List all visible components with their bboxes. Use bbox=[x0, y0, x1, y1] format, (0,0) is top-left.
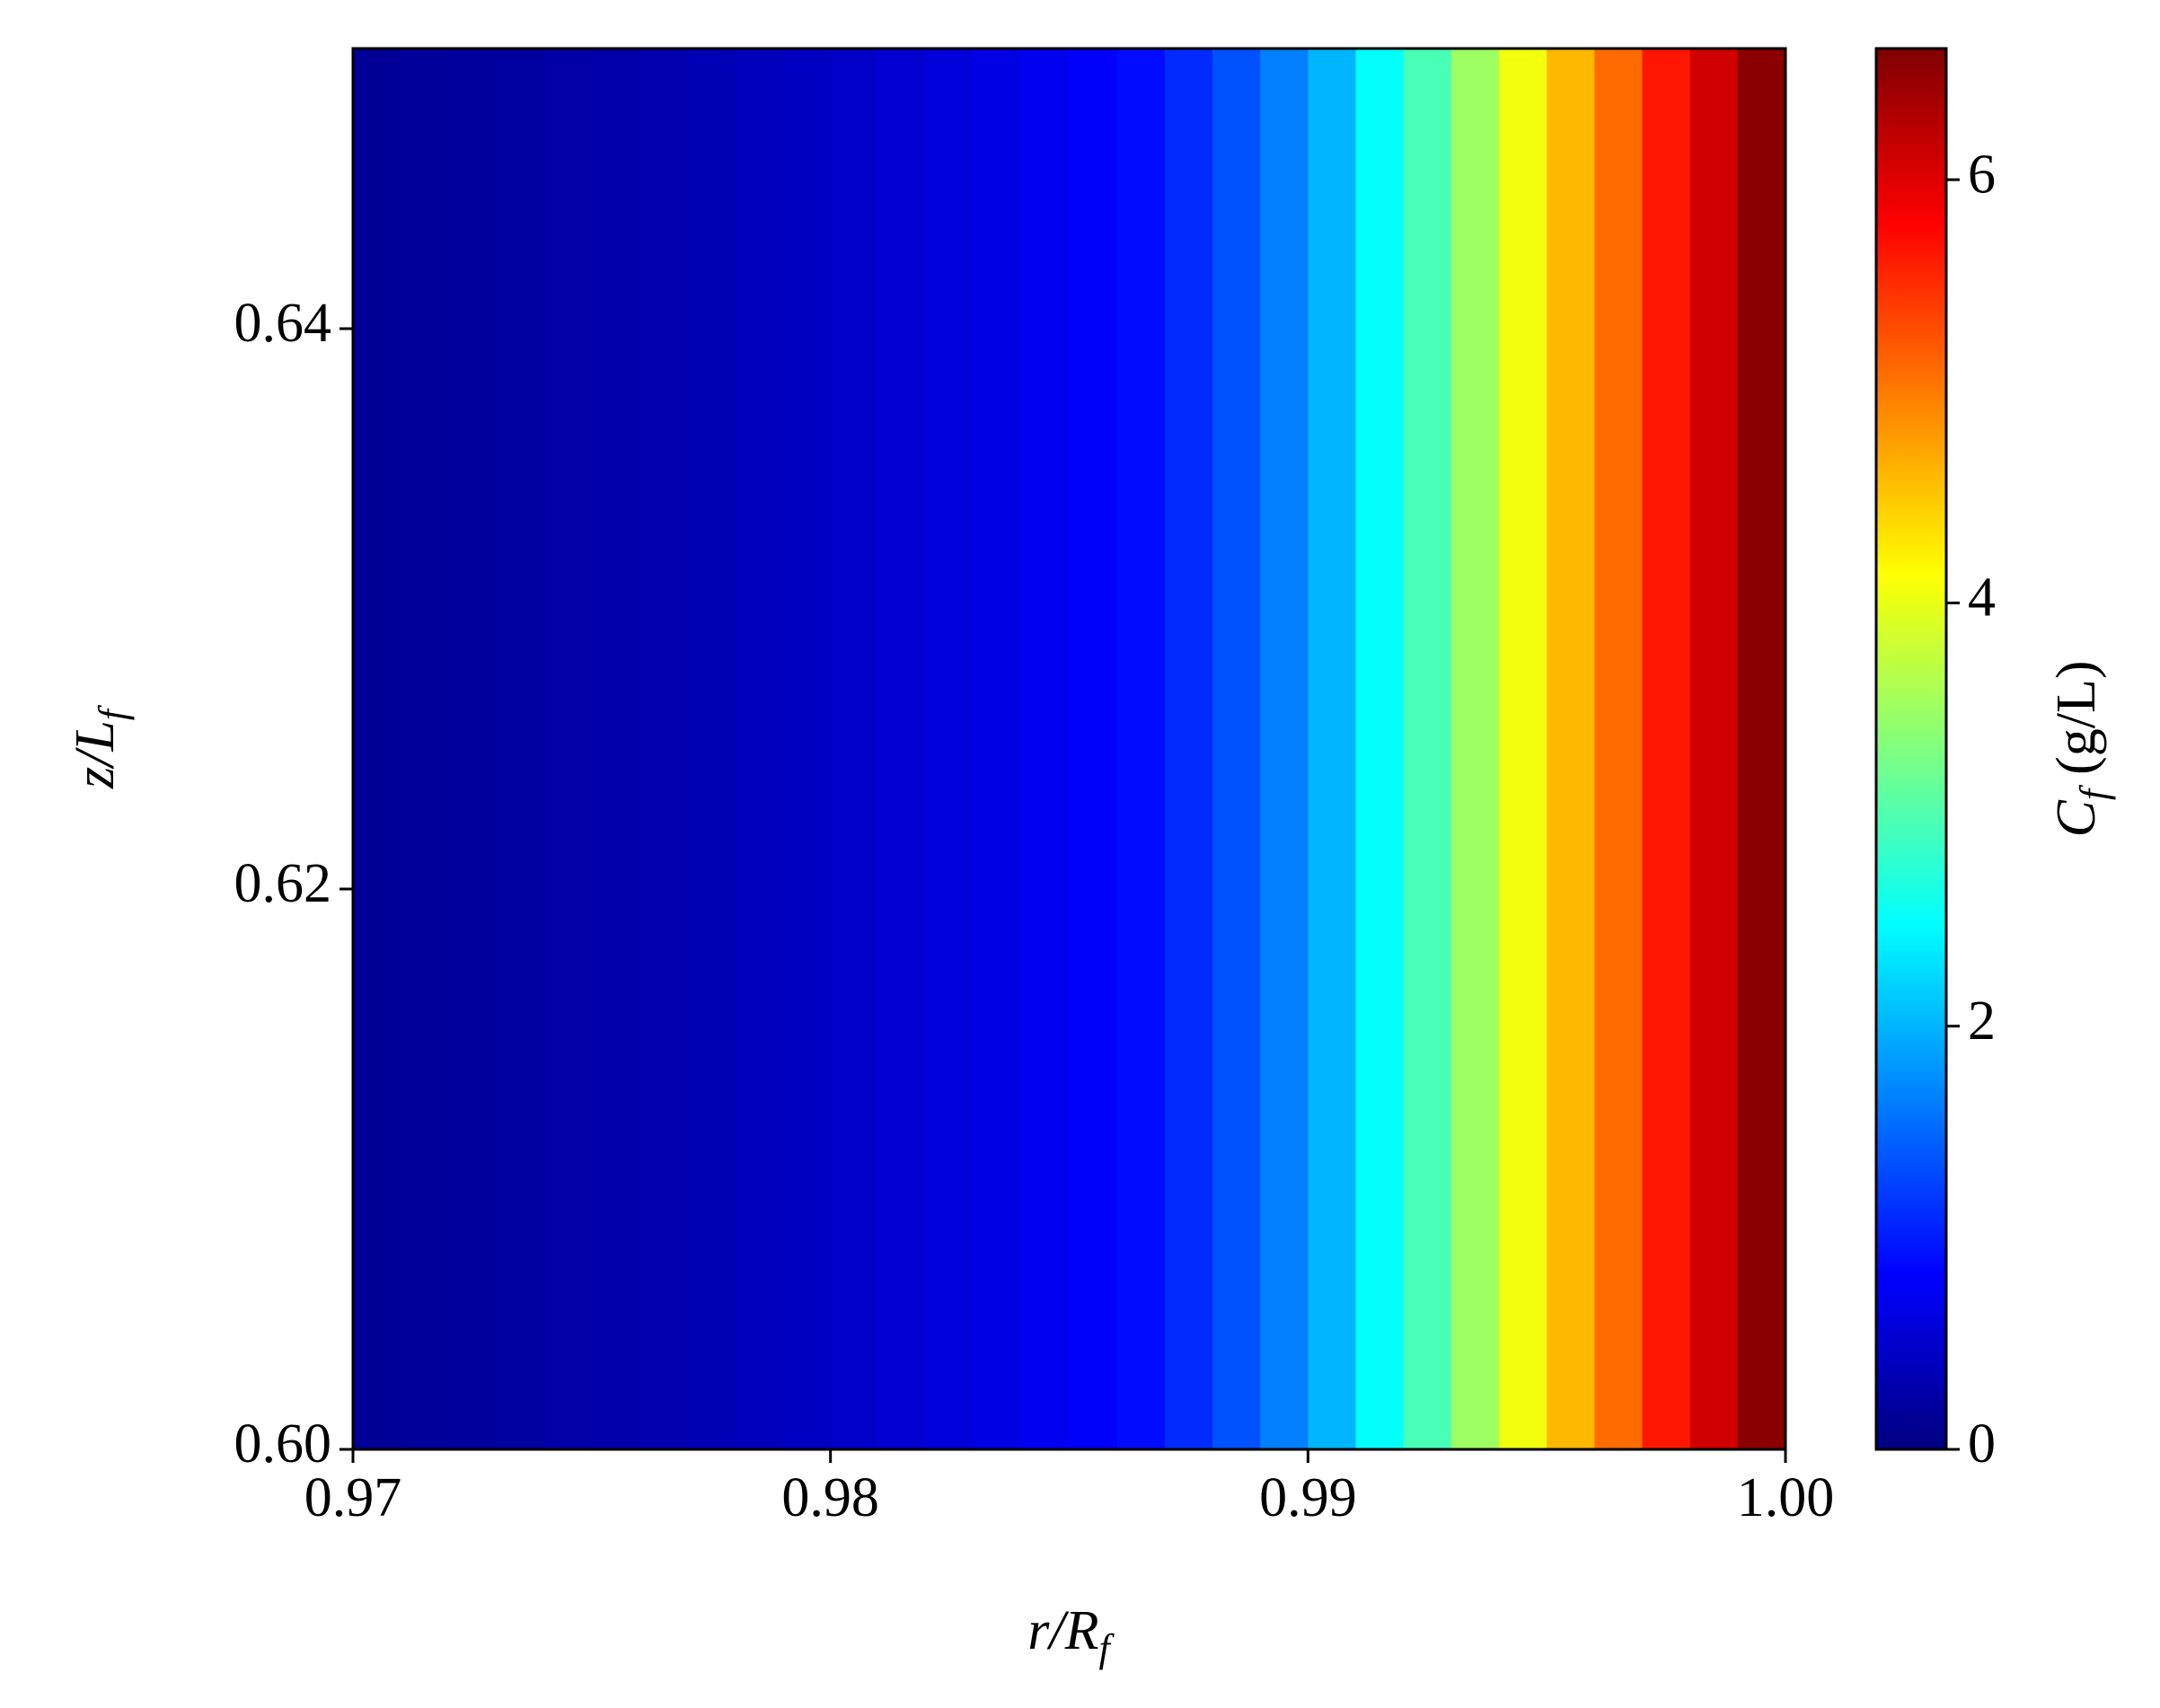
x-tick-label: 0.98 bbox=[781, 1467, 879, 1528]
heatmap-cell bbox=[1499, 48, 1547, 1449]
heatmap-cell bbox=[1021, 48, 1071, 1449]
x-tick-label: 0.99 bbox=[1259, 1467, 1357, 1528]
heatmap-cell bbox=[1308, 48, 1357, 1449]
heatmap-cell bbox=[1212, 48, 1261, 1449]
x-axis-label: r/Rf bbox=[1027, 1600, 1115, 1670]
heatmap-cell bbox=[496, 48, 545, 1449]
colorbar-label: Cf(g/L) bbox=[2046, 661, 2116, 838]
heatmap bbox=[353, 48, 1786, 1449]
plot-frame bbox=[351, 47, 1787, 1451]
heatmap-cell bbox=[974, 48, 1023, 1449]
heatmap-cell bbox=[687, 48, 736, 1449]
heatmap-cell bbox=[1355, 48, 1405, 1449]
heatmap-cell bbox=[1069, 48, 1118, 1449]
heatmap-cell bbox=[877, 48, 927, 1449]
y-tick-label: 0.60 bbox=[234, 1413, 332, 1475]
colorbar bbox=[1876, 48, 1946, 1449]
y-tick-label: 0.62 bbox=[234, 853, 332, 914]
heatmap-cell bbox=[401, 48, 450, 1449]
heatmap-cell bbox=[639, 48, 688, 1449]
colorbar-tick-label: 4 bbox=[1968, 568, 1996, 629]
heatmap-cell bbox=[1116, 48, 1166, 1449]
heatmap-cell bbox=[448, 48, 498, 1449]
heatmap-cell bbox=[830, 48, 879, 1449]
colorbar-tick-label: 2 bbox=[1968, 990, 1996, 1052]
heatmap-cell bbox=[1594, 48, 1644, 1449]
heatmap-cell bbox=[1450, 48, 1500, 1449]
colorbar-tick-label: 6 bbox=[1968, 144, 1996, 205]
x-tick-label: 0.97 bbox=[304, 1467, 402, 1528]
colorbar-tick-label: 0 bbox=[1968, 1413, 1996, 1475]
heatmap-cell bbox=[926, 48, 974, 1449]
y-tick-label: 0.64 bbox=[234, 293, 332, 354]
heatmap-cell bbox=[591, 48, 640, 1449]
heatmap-cell bbox=[1642, 48, 1691, 1449]
heatmap-cell bbox=[353, 48, 401, 1449]
heatmap-cell bbox=[1737, 48, 1786, 1449]
heatmap-cell bbox=[1689, 48, 1739, 1449]
colorbar-frame bbox=[1874, 47, 1948, 1451]
heatmap-cell bbox=[1164, 48, 1213, 1449]
heatmap-cell bbox=[782, 48, 832, 1449]
heatmap-cell bbox=[1260, 48, 1309, 1449]
heatmap-cell bbox=[735, 48, 784, 1449]
y-axis-label: z/Lf bbox=[65, 704, 135, 789]
heatmap-cell bbox=[543, 48, 593, 1449]
heatmap-cell bbox=[1547, 48, 1596, 1449]
heatmap-cell bbox=[1403, 48, 1452, 1449]
x-tick-label: 1.00 bbox=[1737, 1467, 1835, 1528]
